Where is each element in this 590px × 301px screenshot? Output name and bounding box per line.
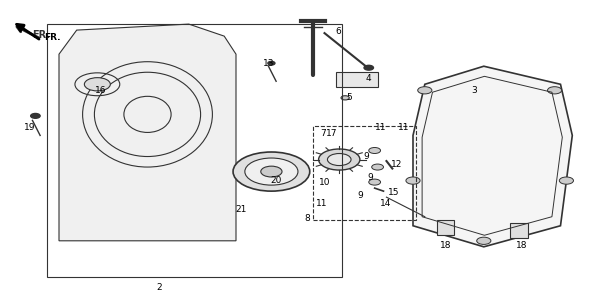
Text: FR.: FR. (32, 29, 51, 40)
Circle shape (341, 96, 349, 100)
Text: 20: 20 (270, 176, 282, 185)
Text: 3: 3 (471, 86, 477, 95)
Text: 16: 16 (94, 86, 106, 95)
Circle shape (369, 147, 381, 154)
Text: 18: 18 (516, 241, 528, 250)
Text: 8: 8 (304, 214, 310, 223)
Text: 2: 2 (156, 283, 162, 292)
Text: 11: 11 (398, 123, 410, 132)
Text: 9: 9 (368, 173, 373, 182)
Circle shape (245, 158, 298, 185)
Bar (437, 220, 454, 235)
Text: 6: 6 (335, 27, 341, 36)
Bar (313, 126, 416, 220)
Text: 13: 13 (263, 59, 274, 68)
Text: 9: 9 (363, 152, 369, 161)
Text: 11: 11 (316, 199, 327, 208)
Text: 10: 10 (319, 178, 330, 187)
Text: 4: 4 (366, 74, 372, 83)
Circle shape (31, 113, 40, 118)
Circle shape (548, 87, 562, 94)
Text: 17: 17 (326, 129, 338, 138)
Text: 7: 7 (320, 129, 326, 138)
Text: 14: 14 (379, 199, 391, 208)
Text: 9: 9 (357, 191, 363, 200)
Circle shape (406, 177, 420, 184)
Bar (510, 223, 528, 238)
Text: 15: 15 (388, 188, 400, 197)
Circle shape (84, 78, 110, 91)
Circle shape (372, 164, 384, 170)
Text: 12: 12 (391, 160, 402, 169)
Polygon shape (413, 66, 572, 247)
Text: 5: 5 (346, 93, 352, 102)
Text: 18: 18 (440, 241, 451, 250)
Circle shape (261, 166, 282, 177)
Text: FR.: FR. (44, 33, 61, 42)
Circle shape (369, 179, 381, 185)
Circle shape (559, 177, 573, 184)
Circle shape (233, 152, 310, 191)
Polygon shape (59, 24, 236, 241)
Bar (336, 72, 378, 87)
Circle shape (418, 87, 432, 94)
Circle shape (319, 149, 360, 170)
Bar (47, 24, 342, 277)
Text: 11: 11 (375, 123, 386, 132)
Circle shape (477, 237, 491, 244)
Circle shape (327, 154, 351, 166)
Circle shape (268, 61, 275, 65)
Text: 21: 21 (235, 205, 247, 214)
Text: 19: 19 (24, 123, 35, 132)
Circle shape (364, 65, 373, 70)
